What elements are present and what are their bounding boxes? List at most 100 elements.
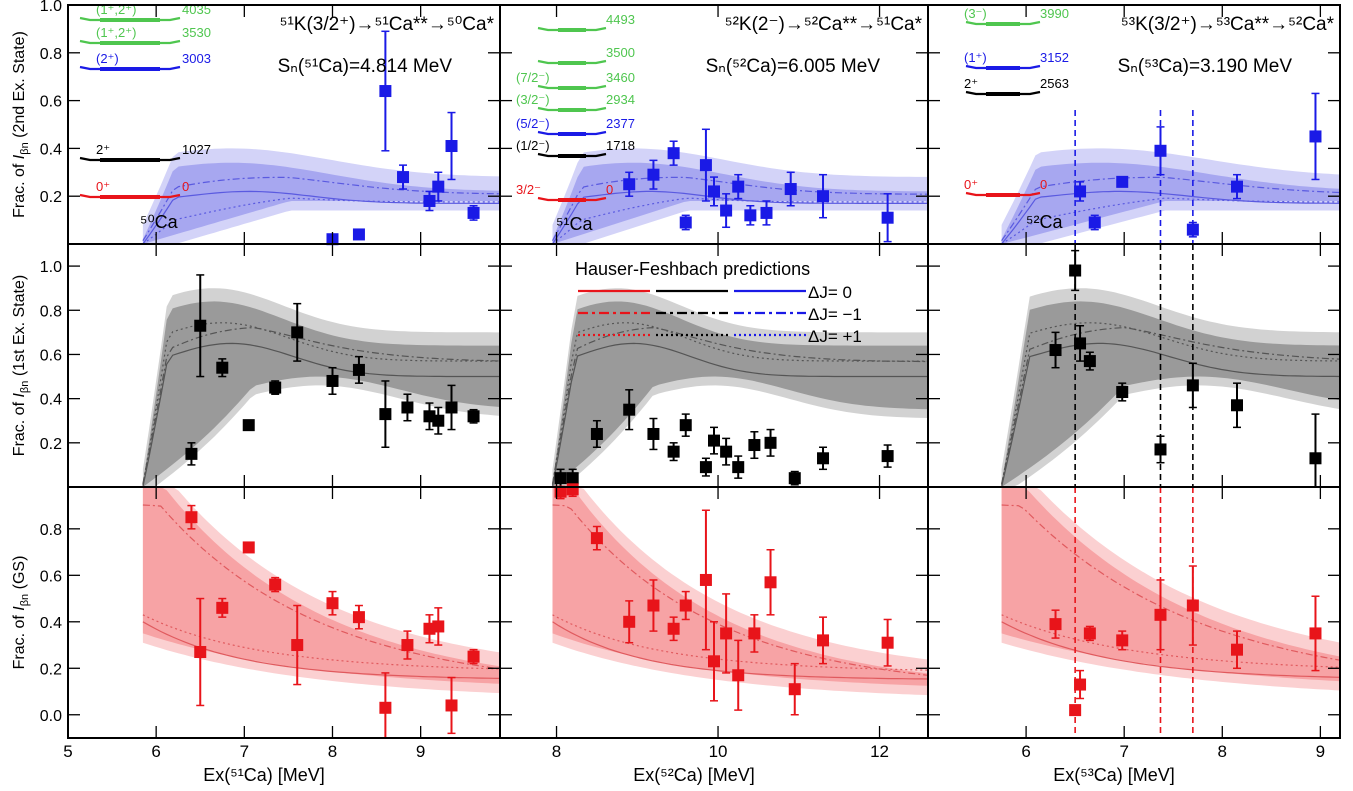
- point-first: [291, 326, 304, 339]
- ytick-label-r0: 0.6: [40, 94, 62, 111]
- point-second: [397, 171, 410, 184]
- y-axis-label-r1: Frac. of Iβn (1st Ex. State): [11, 275, 31, 456]
- sn-label-c2: Sₙ(⁵³Ca)=3.190 MeV: [1118, 56, 1293, 77]
- line-djm1-c1-r0: [551, 176, 928, 241]
- point-gs: [566, 483, 579, 496]
- ylabel-post: (GS): [11, 556, 28, 594]
- point-first: [445, 401, 458, 414]
- point-second: [667, 147, 680, 160]
- level-jp: (3⁻): [964, 6, 987, 21]
- ylabel-symbol: I: [11, 606, 28, 611]
- ytick-label-r2: 0.2: [40, 661, 62, 678]
- point-first: [185, 447, 198, 460]
- line-djm1-c0-r1: [142, 327, 501, 484]
- point-gs: [242, 541, 255, 554]
- level-energy: 2377: [606, 116, 635, 131]
- sn-label-c1: Sₙ(⁵²Ca)=6.005 MeV: [706, 56, 881, 77]
- level-energy: 2563: [1040, 76, 1069, 91]
- band-dark-c0-r2: [142, 487, 500, 684]
- point-gs: [679, 599, 692, 612]
- point-second: [432, 180, 445, 193]
- point-second: [744, 209, 757, 222]
- point-first: [1069, 264, 1082, 277]
- point-first: [1309, 452, 1322, 465]
- level-energy: 3460: [606, 70, 635, 85]
- point-gs: [554, 485, 567, 498]
- point-gs: [1083, 627, 1096, 640]
- y-axis-label-r2: Frac. of Iβn (GS): [11, 556, 31, 670]
- point-gs: [720, 627, 733, 640]
- level-energy: 2934: [606, 92, 635, 107]
- line-djm1-c2-r0: [1001, 176, 1341, 242]
- point-second: [1186, 223, 1199, 236]
- level-energy: 3530: [182, 25, 211, 40]
- point-second: [708, 185, 720, 198]
- line-dj0-c2-r0: [1001, 190, 1340, 245]
- x-axis-label-c0: Ex(⁵¹Ca) [MeV]: [203, 765, 324, 785]
- level-jp: (5/2⁻): [516, 116, 550, 131]
- point-first: [748, 439, 761, 452]
- point-gs: [764, 576, 777, 589]
- point-second: [881, 211, 894, 224]
- point-first: [379, 408, 392, 421]
- point-second: [817, 190, 830, 203]
- ylabel-symbol: I: [11, 154, 28, 159]
- point-second: [720, 204, 733, 217]
- point-second: [445, 140, 458, 153]
- line-djm1-c1-r2: [552, 504, 929, 676]
- point-gs: [291, 639, 304, 652]
- y-axis-label-r0: Frac. of Iβn (2nd Ex. State): [11, 31, 31, 218]
- level-jp: (1⁺): [964, 50, 987, 65]
- point-gs: [1049, 618, 1062, 631]
- level-jp: (2⁺): [96, 51, 119, 66]
- point-gs: [788, 683, 801, 696]
- panel-title-c0: ⁵¹K(3/2⁺)→⁵¹Ca**→⁵⁰Ca*: [280, 14, 495, 35]
- ylabel-symbol: I: [11, 393, 28, 398]
- point-gs: [1154, 608, 1167, 621]
- point-gs: [748, 627, 761, 640]
- line-djm1-c1-r1: [551, 326, 928, 484]
- legend: Hauser-Feshbach predictions ΔJ= 0 ΔJ= −1…: [575, 259, 862, 346]
- point-first: [1231, 399, 1243, 412]
- band-dark-c2-r1: [1001, 301, 1340, 487]
- level-scheme-c2: (3⁻) 3990 (1⁺) 3152 2⁺ 2563 0⁺ 0 ⁵²Ca: [964, 6, 1069, 232]
- point-first: [881, 450, 894, 463]
- level-energy: 3990: [1040, 6, 1069, 21]
- panel-title-c1: ⁵²K(2⁻)→⁵²Ca**→⁵¹Ca*: [725, 14, 923, 35]
- ytick-label-r0: 0.8: [40, 46, 62, 63]
- prediction-lines: [142, 176, 1341, 680]
- xtick-label-c0: 5: [63, 742, 72, 761]
- level-scheme-c1: 4493 3500 (7/2⁻) 3460 (3/2⁻) 2934 (5/2⁻) 2377 (1…: [516, 12, 635, 234]
- point-second: [352, 228, 365, 241]
- level-jp: 0⁺: [96, 179, 110, 194]
- xtick-label-c2: 7: [1119, 742, 1128, 761]
- level-energy: 4493: [606, 12, 635, 27]
- ytick-label-r2: 0.4: [40, 615, 62, 632]
- panel-text: 0.2 0.4 0.6 0.8 1.0 0.2 0.4 0.6 0.8 1.0 0.0 0.2 0.4 0…: [11, 0, 1335, 785]
- point-first: [1074, 337, 1087, 350]
- point-first: [788, 472, 801, 485]
- point-first: [216, 361, 229, 374]
- sn-label-c0: Sₙ(⁵¹Ca)=4.814 MeV: [278, 56, 453, 77]
- level-energy: 3003: [182, 51, 211, 66]
- line-djm1-c2-r1: [1001, 327, 1341, 484]
- point-first: [1186, 379, 1199, 392]
- xtick-label-c0: 6: [151, 742, 160, 761]
- nucleus-label: ⁵²Ca: [1026, 212, 1063, 232]
- ytick-label-r1: 0.6: [40, 347, 62, 364]
- level-jp: 2⁺: [96, 142, 110, 157]
- xtick-label-c0: 8: [328, 742, 337, 761]
- point-first: [667, 445, 680, 458]
- line-dj0-c2-r2: [1001, 621, 1341, 678]
- band-dark-c1-r2: [552, 487, 928, 686]
- level-energy: 0: [1040, 177, 1047, 192]
- level-energy: 3500: [606, 45, 635, 60]
- point-gs: [194, 646, 207, 659]
- ylabel-pre: Frac. of: [11, 611, 28, 670]
- point-first: [817, 452, 830, 465]
- level-energy: 1027: [182, 142, 211, 157]
- line-djp1-c0-r1: [142, 322, 500, 485]
- point-first: [720, 445, 733, 458]
